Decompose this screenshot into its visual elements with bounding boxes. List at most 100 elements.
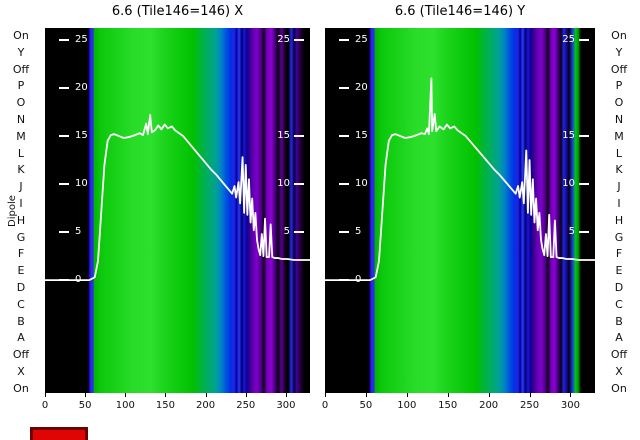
x-tick-label: 50 xyxy=(359,400,373,411)
x-tick-label: 150 xyxy=(155,400,175,411)
dipole-label: E xyxy=(615,264,623,278)
x-tick-label: 0 xyxy=(321,400,329,411)
dipole-label: G xyxy=(614,230,624,244)
bandpass-line xyxy=(325,78,595,280)
dipole-label: F xyxy=(17,247,25,261)
y-tick-label: 5 xyxy=(568,226,575,238)
dipole-label: Y xyxy=(615,45,623,59)
dipole-label: Off xyxy=(610,348,628,362)
dipole-label: J xyxy=(617,180,621,194)
x-tick-label: 300 xyxy=(276,400,296,411)
dipole-label: P xyxy=(615,79,623,93)
dipole-label: L xyxy=(615,146,623,160)
y-tick-mark xyxy=(339,39,349,41)
y-tick-label: 10 xyxy=(277,178,290,190)
y-tick-mark xyxy=(59,279,69,282)
dipole-label: Off xyxy=(12,348,30,362)
y-tick-label: 15 xyxy=(562,130,575,142)
y-tick-mark xyxy=(339,279,349,282)
dipole-label: On xyxy=(13,29,29,42)
x-tick-mark xyxy=(447,393,449,397)
x-tick-label: 50 xyxy=(78,400,92,411)
x-tick-mark xyxy=(488,393,490,397)
dipole-label: Off xyxy=(12,62,30,76)
dipole-label: I xyxy=(19,196,23,210)
dipole-label: Y xyxy=(17,45,25,59)
y-tick-mark xyxy=(294,135,304,138)
y-tick-label: 25 xyxy=(355,34,368,45)
x-tick-label: 0 xyxy=(41,400,49,411)
dipole-label: On xyxy=(611,381,627,395)
y-tick-mark xyxy=(294,231,304,234)
dipole-label: G xyxy=(16,230,26,244)
x-tick-mark xyxy=(285,393,287,397)
y-tick-label: 10 xyxy=(75,178,88,190)
panel-y-heatmap: 25 20 15 10 5 0 25 15 10 5 xyxy=(325,28,595,393)
dipole-label: K xyxy=(615,163,623,177)
dipole-label: E xyxy=(17,264,25,278)
y-tick-label: 15 xyxy=(75,130,88,142)
x-tick-mark xyxy=(365,393,367,397)
panel-y-xaxis: 0 50 100 150 200 250 300 xyxy=(321,393,595,417)
y-tick-mark xyxy=(579,231,589,234)
dipole-label: O xyxy=(614,96,624,110)
red-swatch xyxy=(30,427,88,440)
x-tick-mark xyxy=(165,393,167,397)
x-tick-mark xyxy=(85,393,87,397)
x-tick-mark xyxy=(529,393,531,397)
dipole-label: L xyxy=(17,146,25,160)
dipole-label: H xyxy=(614,213,624,227)
x-tick-mark xyxy=(245,393,247,397)
y-tick-label: 15 xyxy=(277,130,290,142)
y-tick-mark xyxy=(59,87,69,90)
y-tick-label: 25 xyxy=(75,34,88,45)
y-tick-label: 25 xyxy=(562,34,575,45)
y-tick-mark xyxy=(294,39,304,41)
dipole-label: D xyxy=(614,280,624,294)
dipole-label: J xyxy=(19,180,23,194)
y-tick-label: 25 xyxy=(277,34,290,45)
dipole-label: X xyxy=(615,364,623,378)
y-tick-mark xyxy=(59,183,69,186)
x-tick-mark xyxy=(325,393,326,397)
x-tick-label: 150 xyxy=(438,400,458,411)
y-tick-label: 15 xyxy=(355,130,368,142)
y-tick-label: 10 xyxy=(355,178,368,190)
y-tick-mark xyxy=(339,231,349,234)
dipole-label: I xyxy=(617,196,621,210)
dipole-label: On xyxy=(611,29,627,42)
dipole-label: M xyxy=(16,129,26,143)
dipole-labels-left: On Y Off P O N M L K J I H G F E D C B A Off X On xyxy=(4,30,38,394)
dipole-label: N xyxy=(614,112,624,126)
y-tick-mark xyxy=(59,231,69,234)
y-tick-mark xyxy=(294,183,304,186)
dipole-label: X xyxy=(17,364,25,378)
panel-y-line-svg xyxy=(325,28,595,393)
x-tick-label: 100 xyxy=(115,400,135,411)
y-tick-mark xyxy=(339,87,349,90)
dipole-label: N xyxy=(16,112,26,126)
x-tick-label: 100 xyxy=(397,400,417,411)
x-tick-mark xyxy=(125,393,127,397)
dipole-label: P xyxy=(17,79,25,93)
y-tick-label: 5 xyxy=(283,226,290,238)
dipole-labels-right: On Y Off P O N M L K J I H G F E D C B A Off X On xyxy=(602,30,636,394)
x-tick-label: 250 xyxy=(519,400,540,411)
dipole-label: F xyxy=(615,247,623,261)
y-tick-mark xyxy=(579,39,589,41)
x-tick-mark xyxy=(570,393,572,397)
panel-x-heatmap: 25 20 15 10 5 0 25 15 10 5 xyxy=(45,28,310,393)
y-tick-label: 20 xyxy=(355,82,368,94)
x-tick-mark xyxy=(205,393,207,397)
dipole-label: Off xyxy=(610,62,628,76)
y-tick-label: 5 xyxy=(75,226,82,238)
y-tick-label: 5 xyxy=(355,226,362,238)
dipole-label: A xyxy=(615,331,623,345)
x-tick-label: 300 xyxy=(560,400,580,411)
y-tick-mark xyxy=(59,135,69,138)
y-tick-mark xyxy=(339,135,349,138)
dipole-label: H xyxy=(16,213,26,227)
dipole-label: K xyxy=(17,163,25,177)
